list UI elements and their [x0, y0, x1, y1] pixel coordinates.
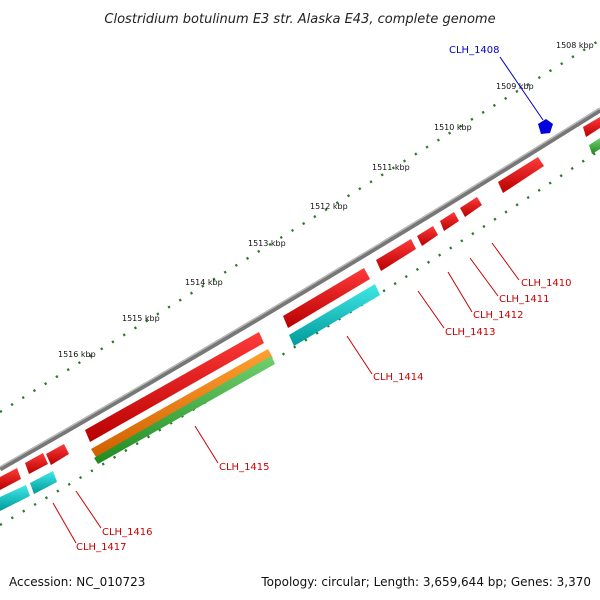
leader-line-clh-1413: [417, 290, 445, 329]
leader-line-clh-1415: [194, 425, 219, 464]
tick-label-1515: 1515 kbp: [122, 314, 160, 323]
gene-feature-edge-red[interactable]: [583, 117, 600, 137]
gene-feature-red-13b[interactable]: [376, 239, 416, 271]
gene-feature-clh-1414[interactable]: [283, 268, 370, 328]
gene-feature-clh-1413[interactable]: [417, 226, 438, 246]
tick-label-1510: 1510 kbp: [434, 123, 472, 132]
gene-feature-clh-1416[interactable]: [46, 444, 69, 465]
gene-feature-clh-1414-cyan[interactable]: [289, 284, 380, 346]
map-title: Clostridium botulinum E3 str. Alaska E43…: [104, 12, 495, 27]
gene-feature-clh-1412[interactable]: [440, 212, 459, 231]
gene-labels: CLH_1408 CLH_1410 CLH_1411 CLH_1412 CLH_…: [76, 45, 572, 553]
gene-feature-edge-green[interactable]: [589, 138, 600, 154]
gene-label-clh-1410[interactable]: CLH_1410: [521, 278, 572, 289]
tick-label-1513: 1513 kbp: [248, 239, 286, 248]
leader-lines: [52, 56, 544, 544]
gene-feature-clh-1410[interactable]: [498, 157, 544, 193]
gene-label-clh-1408[interactable]: CLH_1408: [449, 45, 500, 56]
gene-feature-clh-1411[interactable]: [460, 197, 482, 217]
gene-feature-clh-1415[interactable]: [85, 332, 264, 442]
leader-line-clh-1411: [469, 257, 499, 297]
leader-line-clh-1414: [346, 335, 373, 375]
gene-features: [0, 117, 600, 511]
gene-label-clh-1414[interactable]: CLH_1414: [373, 372, 424, 383]
gene-feature-left-edge-cyan[interactable]: [0, 485, 30, 511]
topology-text: Topology: circular; Length: 3,659,644 bp…: [260, 575, 591, 589]
leader-line-clh-1416: [75, 490, 102, 529]
gene-label-clh-1413[interactable]: CLH_1413: [445, 327, 496, 338]
gene-feature-clh-1415-orange[interactable]: [91, 349, 273, 457]
tick-label-1512: 1512 kbp: [310, 202, 348, 211]
gene-feature-left-edge-red[interactable]: [0, 468, 21, 490]
genome-backbone-highlight: [0, 107, 600, 468]
gene-label-clh-1417[interactable]: CLH_1417: [76, 542, 127, 553]
gene-label-clh-1415[interactable]: CLH_1415: [219, 462, 270, 473]
gene-feature-clh-1416-cyan[interactable]: [30, 471, 57, 494]
tick-label-1516: 1516 kbp: [58, 350, 96, 359]
tick-label-1511: 1511 kbp: [372, 163, 410, 172]
leader-line-clh-1410: [491, 242, 520, 281]
gene-feature-clh-1417[interactable]: [25, 453, 48, 474]
tick-label-1514: 1514 kbp: [185, 278, 223, 287]
genome-backbone: [0, 107, 600, 472]
accession-text: Accession: NC_010723: [9, 575, 145, 589]
leader-line-clh-1408: [499, 56, 544, 121]
leader-line-clh-1412: [447, 271, 473, 313]
tick-label-1508: 1508 kbp: [556, 41, 594, 50]
gene-feature-clh-1415-green[interactable]: [94, 356, 275, 464]
gene-label-clh-1411[interactable]: CLH_1411: [499, 294, 550, 305]
gene-label-clh-1412[interactable]: CLH_1412: [473, 310, 524, 321]
tick-label-1509: 1509 kbp: [496, 82, 534, 91]
gene-feature-clh-1408[interactable]: [538, 119, 553, 134]
gene-label-clh-1416[interactable]: CLH_1416: [102, 527, 153, 538]
tick-labels: 1508 kbp 1509 kbp 1510 kbp 1511 kbp 1512…: [58, 41, 594, 359]
leader-line-clh-1417: [52, 502, 77, 544]
